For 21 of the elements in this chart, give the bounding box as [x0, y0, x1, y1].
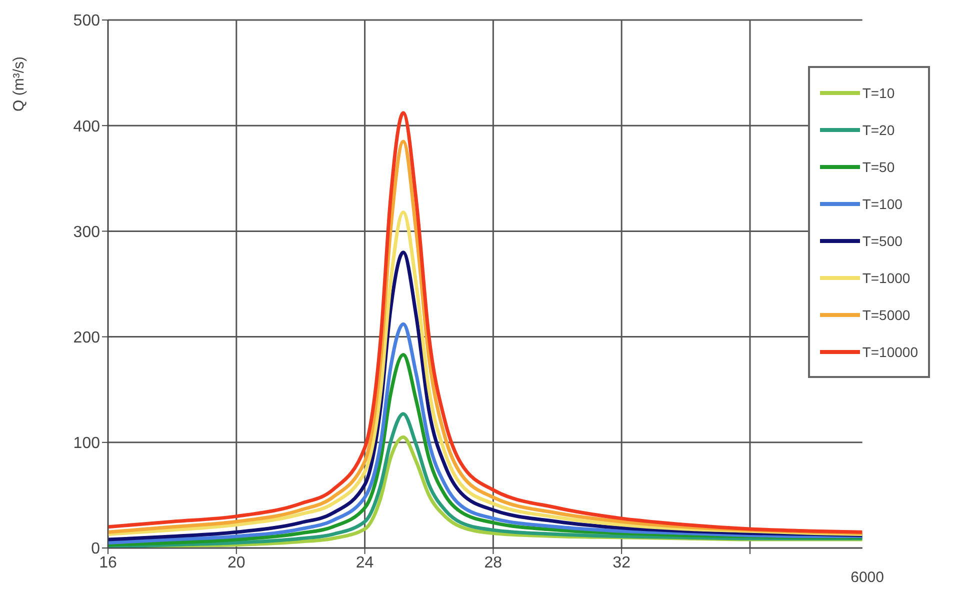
y-tick-label: 200: [73, 329, 100, 346]
legend-label: T=500: [862, 232, 902, 248]
x-tick-label: 16: [99, 554, 117, 572]
y-tick-label: 300: [73, 224, 100, 241]
x-tick-label: 24: [356, 554, 374, 572]
y-axis-title: Q (m³/s): [10, 56, 28, 112]
legend-label: T=50: [862, 158, 895, 174]
legend-label: T=1000: [862, 270, 910, 286]
x-tick-label: 20: [228, 554, 246, 572]
legend-label: T=20: [862, 122, 895, 138]
legend-label: T=5000: [862, 306, 910, 322]
legend-label: T=10000: [862, 344, 918, 360]
legend-label: T=100: [862, 196, 902, 212]
text: 6000: [844, 569, 890, 586]
y-tick-label: 500: [73, 12, 100, 30]
x-tick-label: 28: [484, 554, 502, 572]
y-tick-label: 400: [73, 118, 100, 136]
x-tick-label: 32: [612, 554, 631, 572]
y-tick-label: 100: [73, 435, 100, 452]
y-tick-label: 0: [91, 540, 100, 558]
legend-label: T=10: [862, 84, 895, 100]
